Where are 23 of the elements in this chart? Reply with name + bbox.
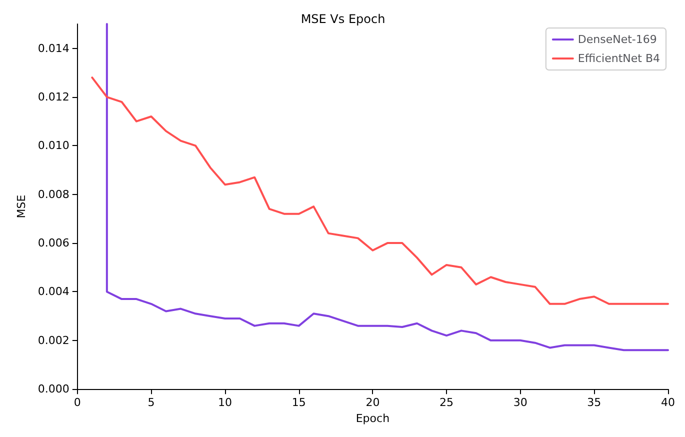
x-tick-label: 40 — [661, 396, 675, 410]
line-series — [91, 76, 669, 305]
legend-label: EfficientNet B4 — [578, 52, 660, 65]
x-tick-label: 35 — [587, 396, 602, 410]
x-tick-label: 10 — [218, 396, 232, 410]
y-tick-label: 0.006 — [38, 236, 70, 250]
x-tick-label: 15 — [292, 396, 306, 410]
y-tick-label: 0.004 — [38, 285, 70, 298]
chart-title: MSE Vs Epoch — [300, 12, 386, 26]
x-tick-label: 25 — [440, 396, 454, 410]
y-tick-label: 0.010 — [38, 139, 70, 152]
y-tick-label: 0.008 — [38, 188, 70, 201]
x-tick-label: 0 — [74, 396, 81, 410]
y-tick-label: 0.014 — [38, 42, 70, 55]
y-tick-label: 0.000 — [38, 382, 70, 396]
y-axis-title: MSE — [15, 194, 28, 218]
y-tick-label: 0.012 — [38, 90, 70, 104]
x-tick-label: 30 — [513, 396, 528, 410]
x-tick-label: 20 — [366, 396, 380, 410]
legend-label: DenseNet-169 — [578, 33, 657, 46]
x-axis-title: Epoch — [356, 412, 390, 425]
y-tick-label: 0.002 — [38, 334, 70, 347]
x-tick-label: 5 — [148, 396, 155, 410]
